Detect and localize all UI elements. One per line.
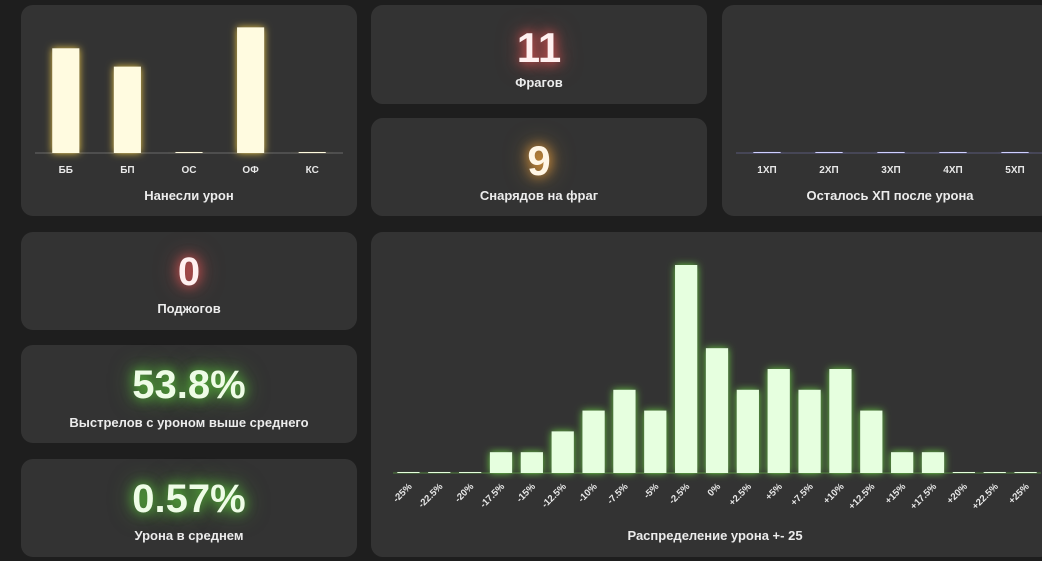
bar--15%[interactable] — [520, 452, 543, 473]
bar-БП[interactable] — [113, 66, 141, 153]
bar--17.5%[interactable] — [489, 452, 513, 473]
tick-label-ББ: ББ — [59, 165, 73, 176]
bar-+20%[interactable] — [952, 472, 975, 473]
bar--10%[interactable] — [582, 410, 605, 473]
bar-+12.5%[interactable] — [860, 410, 883, 473]
above-average-label: Выстрелов с уроном выше среднего — [69, 415, 309, 430]
frags-value: 11 — [516, 24, 562, 71]
frags-label: Фрагов — [515, 75, 563, 90]
bar--5%[interactable] — [644, 410, 667, 473]
average-damage-label: Урона в среднем — [134, 528, 244, 543]
bar-+5%[interactable] — [767, 369, 790, 473]
ammo-damage-chart: ББ БП ОС ОФ КС — [35, 27, 343, 176]
tick-label--17.5%: -17.5% — [478, 481, 507, 510]
tick-label--12.5%: -12.5% — [540, 481, 569, 510]
hp-left-title: Осталось ХП после урона — [806, 188, 974, 203]
ammo-damage-card: ББ БП ОС ОФ КС Нанесли урон — [21, 5, 357, 216]
bar-3ХП[interactable] — [877, 152, 905, 153]
tick-label--10%: -10% — [576, 481, 600, 505]
bar-+25%[interactable] — [1014, 472, 1037, 473]
damage-distribution-title: Распределение урона +- 25 — [627, 528, 803, 543]
bar-+10%[interactable] — [829, 369, 852, 473]
bar-+7.5%[interactable] — [798, 389, 821, 473]
tick-label-+25%: +25% — [1007, 481, 1033, 507]
tick-label-+10%: +10% — [821, 481, 847, 507]
bar-2ХП[interactable] — [815, 152, 843, 153]
average-damage-card: 0.57% Урона в среднем — [21, 459, 357, 557]
tick-label--5%: -5% — [642, 481, 662, 501]
tick-label-0%: 0% — [706, 481, 724, 499]
tick-label--25%: -25% — [391, 481, 415, 505]
tick-label-3ХП: 3ХП — [881, 165, 900, 176]
hp-left-chart: 1ХП 2ХП 3ХП 4ХП 5ХП — [736, 152, 1042, 176]
bar-1ХП[interactable] — [753, 152, 781, 153]
tick-label--2.5%: -2.5% — [667, 481, 693, 507]
bar-0%[interactable] — [705, 348, 729, 473]
shells-per-frag-value: 9 — [527, 137, 551, 184]
fires-value: 0 — [177, 250, 201, 294]
bar--25%[interactable] — [397, 472, 420, 473]
bar--12.5%[interactable] — [551, 431, 574, 473]
bar--2.5%[interactable] — [675, 265, 698, 473]
tick-label-+2.5%: +2.5% — [727, 481, 754, 508]
tick-label-ОС: ОС — [182, 165, 197, 176]
tick-label-+5%: +5% — [763, 481, 785, 503]
bar-+17.5%[interactable] — [921, 452, 945, 473]
tick-label-+15%: +15% — [883, 481, 909, 507]
bar-ББ[interactable] — [52, 48, 80, 153]
tick-label-+12.5%: +12.5% — [847, 481, 878, 512]
bar-+22.5%[interactable] — [983, 472, 1006, 473]
hp-left-card: 1ХП 2ХП 3ХП 4ХП 5ХП Осталось ХП после урона — [722, 5, 1042, 216]
above-average-value: 53.8% — [132, 363, 246, 407]
tick-label--15%: -15% — [515, 481, 539, 505]
tick-label--7.5%: -7.5% — [605, 481, 631, 507]
damage-distribution-card: -25% -22.5% -20% -17.5% -15% -12.5% -10% -7.5% -… — [371, 232, 1042, 557]
bar-4ХП[interactable] — [939, 152, 967, 153]
bar-ОС[interactable] — [175, 152, 203, 153]
tick-label--22.5%: -22.5% — [416, 481, 445, 510]
tick-label-КС: КС — [306, 165, 319, 176]
shells-per-frag-card: 9 Снарядов на фраг — [371, 118, 707, 216]
shells-per-frag-label: Снарядов на фраг — [479, 188, 599, 203]
bar--7.5%[interactable] — [613, 389, 636, 473]
tick-label-+17.5%: +17.5% — [908, 481, 939, 512]
tick-label-2ХП: 2ХП — [819, 165, 838, 176]
above-average-card: 53.8% Выстрелов с уроном выше среднего — [21, 345, 357, 443]
bar-+15%[interactable] — [891, 452, 914, 473]
fires-card: 0 Поджогов — [21, 232, 357, 330]
frags-card: 11 Фрагов — [371, 5, 707, 104]
tick-label-БП: БП — [120, 165, 134, 176]
ammo-damage-title: Нанесли урон — [144, 188, 234, 203]
tick-label-ОФ: ОФ — [242, 165, 259, 176]
tick-label-+20%: +20% — [945, 481, 971, 507]
tick-label-5ХП: 5ХП — [1005, 165, 1024, 176]
bar-+2.5%[interactable] — [736, 389, 759, 473]
average-damage-value: 0.57% — [132, 477, 246, 521]
fires-label: Поджогов — [157, 301, 221, 316]
damage-distribution-chart: -25% -22.5% -20% -17.5% -15% -12.5% -10% -7.5% -… — [391, 265, 1041, 512]
bar--20%[interactable] — [459, 472, 482, 473]
bar-5ХП[interactable] — [1001, 152, 1029, 153]
tick-label--20%: -20% — [453, 481, 477, 505]
tick-label-+22.5%: +22.5% — [970, 481, 1001, 512]
tick-label-1ХП: 1ХП — [757, 165, 776, 176]
bar-ОФ[interactable] — [237, 27, 265, 153]
bar--22.5%[interactable] — [428, 472, 451, 473]
tick-label-4ХП: 4ХП — [943, 165, 962, 176]
tick-label-+7.5%: +7.5% — [789, 481, 816, 508]
bar-КС[interactable] — [298, 152, 326, 153]
